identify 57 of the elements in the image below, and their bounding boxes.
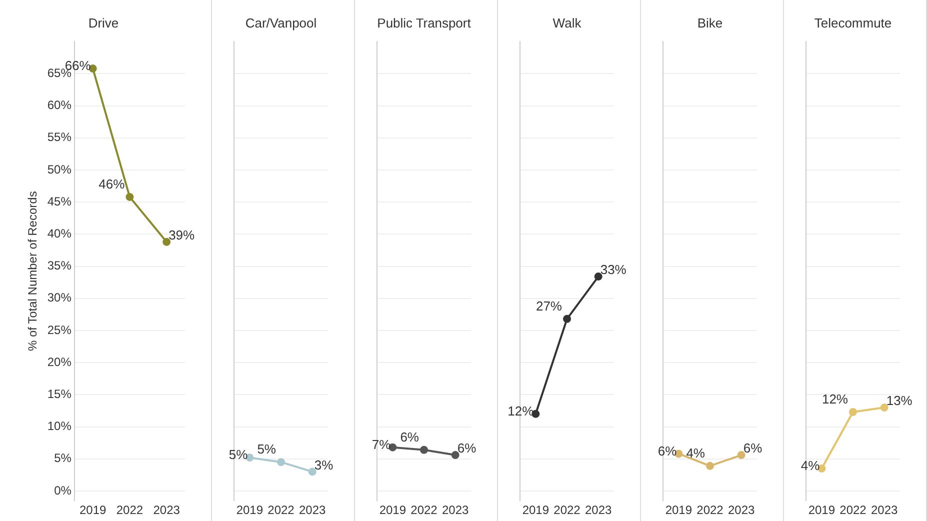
data-label: 46%: [98, 176, 126, 192]
x-tick-label: 2022: [410, 503, 438, 518]
data-label: 12%: [508, 404, 534, 419]
y-tick-label: 45%: [47, 194, 72, 208]
data-label: 6%: [400, 429, 420, 444]
point: [162, 238, 171, 246]
data-label: 33%: [600, 262, 627, 278]
x-tick-label: 2019: [522, 503, 550, 518]
data-label: 5%: [228, 447, 248, 462]
x-tick-label: 2022: [268, 503, 295, 518]
data-label: 5%: [257, 442, 276, 457]
y-axis-title: % of Total Number of Records: [26, 191, 40, 352]
chart-title: Bike: [697, 15, 723, 30]
chart-title: Car/Vanpool: [245, 15, 317, 30]
data-label: 13%: [886, 393, 913, 408]
x-tick-label: 2022: [116, 503, 144, 518]
y-tick-label: 15%: [47, 386, 72, 401]
data-label: 6%: [743, 440, 763, 456]
y-tick-label: 25%: [47, 322, 72, 337]
data-label: 12%: [822, 392, 848, 407]
data-label: 7%: [372, 436, 392, 452]
y-tick-label: 10%: [47, 419, 72, 434]
data-label: 6%: [658, 443, 678, 458]
x-tick-label: 2023: [728, 503, 756, 518]
x-tick-label: 2019: [236, 503, 264, 518]
chart-title: Public Transport: [377, 15, 472, 30]
x-tick-label: 2019: [808, 503, 836, 518]
data-label: 27%: [536, 298, 562, 314]
chart-title: Walk: [552, 15, 582, 30]
x-tick-label: 2023: [584, 503, 612, 518]
chart-title: Drive: [88, 15, 119, 30]
data-label: 4%: [686, 446, 706, 461]
data-label: 3%: [314, 457, 334, 472]
x-tick-label: 2023: [442, 503, 470, 518]
x-tick-label: 2019: [379, 503, 406, 518]
y-tick-label: 60%: [47, 98, 72, 112]
y-tick-label: 40%: [47, 226, 72, 240]
x-tick-label: 2022: [696, 503, 724, 518]
data-label: 4%: [800, 458, 820, 474]
x-tick-label: 2022: [554, 503, 581, 518]
point: [126, 192, 134, 201]
y-tick-label: 5%: [54, 451, 72, 466]
x-tick-label: 2023: [298, 503, 326, 518]
y-tick-label: 50%: [47, 162, 72, 176]
x-tick-label: 2023: [870, 503, 898, 518]
y-tick-label: 30%: [47, 290, 72, 305]
data-label: 6%: [457, 440, 477, 456]
y-tick-label: 20%: [47, 354, 72, 369]
x-tick-label: 2019: [665, 503, 692, 518]
x-tick-label: 2019: [79, 503, 107, 518]
y-tick-label: 35%: [47, 258, 72, 273]
chart-title: Telecommute: [814, 15, 892, 30]
y-tick-label: 55%: [47, 130, 72, 144]
data-label: 39%: [168, 227, 196, 242]
x-tick-label: 2022: [840, 503, 867, 518]
y-tick-label: 0%: [54, 483, 72, 498]
x-tick-label: 2023: [153, 503, 180, 518]
